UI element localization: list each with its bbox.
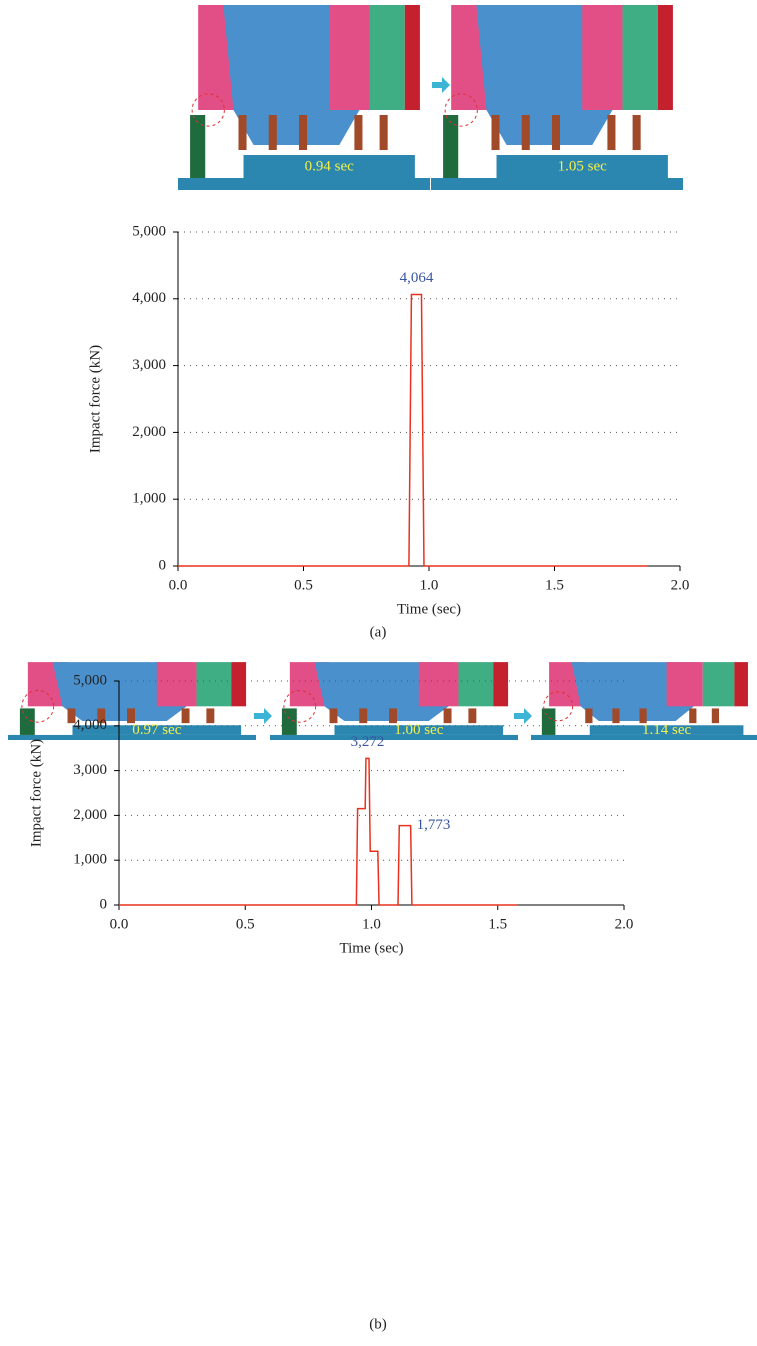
y-tick-label: 3,000 <box>132 357 166 373</box>
y-tick-label: 5,000 <box>73 672 107 688</box>
bogie <box>238 115 246 150</box>
car-end <box>458 662 493 706</box>
x-tick-label: 0.5 <box>236 916 255 932</box>
bogie <box>206 708 214 723</box>
car-end <box>734 662 748 706</box>
x-tick-label: 1.5 <box>545 577 564 593</box>
y-tick-label: 1,000 <box>73 852 107 868</box>
y-axis-label: Impact force (kN) <box>28 739 44 847</box>
y-tick-label: 5,000 <box>132 223 166 239</box>
bogie <box>444 708 452 723</box>
arrow <box>254 708 272 724</box>
y-tick-label: 3,000 <box>73 762 107 778</box>
pier <box>190 115 205 178</box>
x-tick-label: 1.0 <box>420 577 439 593</box>
annotation: 4,064 <box>400 270 434 286</box>
x-axis-label: Time (sec) <box>397 601 461 617</box>
bogie <box>354 115 362 150</box>
car-side <box>419 662 459 706</box>
bogie <box>522 115 530 150</box>
line-series <box>178 295 647 566</box>
bogie <box>380 115 388 150</box>
bogie <box>330 708 338 723</box>
car-end <box>658 5 673 110</box>
x-axis-label: Time (sec) <box>339 940 403 956</box>
frame-label: 0.94 sec <box>305 158 354 174</box>
caption: (b) <box>369 1316 387 1332</box>
car-side <box>667 662 703 706</box>
y-tick-label: 4,000 <box>73 717 107 733</box>
bogie <box>359 708 367 723</box>
x-tick-label: 2.0 <box>615 916 634 932</box>
y-tick-label: 0 <box>100 896 108 912</box>
x-tick-label: 0.0 <box>169 577 188 593</box>
pier <box>20 708 35 735</box>
y-tick-label: 0 <box>159 557 167 573</box>
bogie <box>182 708 190 723</box>
car-end <box>493 662 508 706</box>
car-side <box>582 5 622 110</box>
bogie <box>299 115 307 150</box>
y-axis-label: Impact force (kN) <box>87 345 103 453</box>
bogie <box>633 115 641 150</box>
frame-label: 1.05 sec <box>558 158 607 174</box>
caption: (a) <box>370 624 387 640</box>
arrow <box>432 77 450 93</box>
bogie <box>607 115 615 150</box>
bogie <box>468 708 476 723</box>
x-tick-label: 2.0 <box>671 577 690 593</box>
bogie <box>712 708 719 723</box>
bogie <box>585 708 592 723</box>
bogie <box>491 115 499 150</box>
frame-label: 1.00 sec <box>394 722 443 738</box>
car-end <box>370 5 405 110</box>
y-tick-label: 4,000 <box>132 290 166 306</box>
bogie <box>269 115 277 150</box>
x-tick-label: 0.5 <box>294 577 313 593</box>
frame-label: 0.97 sec <box>132 722 181 738</box>
ground <box>178 178 430 190</box>
line-series <box>119 758 518 905</box>
pier <box>282 708 297 735</box>
arrow <box>514 708 532 724</box>
pier <box>443 115 458 178</box>
y-tick-label: 2,000 <box>73 807 107 823</box>
annotation: 1,773 <box>417 817 451 833</box>
figure: (a) (b) 0.94 sec 1.05 sec 0.97 sec 1.00 sec… <box>0 0 757 1341</box>
car-end <box>231 662 246 706</box>
x-tick-label: 0.0 <box>110 916 129 932</box>
car-end <box>405 5 420 110</box>
car-end <box>623 5 658 110</box>
ground <box>431 178 683 190</box>
car-side <box>329 5 369 110</box>
annotation: 3,272 <box>351 734 385 750</box>
bogie <box>552 115 560 150</box>
y-tick-label: 2,000 <box>132 424 166 440</box>
car-end <box>196 662 231 706</box>
x-tick-label: 1.5 <box>488 916 507 932</box>
car-end <box>703 662 735 706</box>
bogie <box>612 708 619 723</box>
frame-label: 1.14 sec <box>642 722 691 738</box>
x-tick-label: 1.0 <box>362 916 381 932</box>
pier <box>542 708 556 735</box>
y-tick-label: 1,000 <box>132 491 166 507</box>
car-side <box>157 662 197 706</box>
